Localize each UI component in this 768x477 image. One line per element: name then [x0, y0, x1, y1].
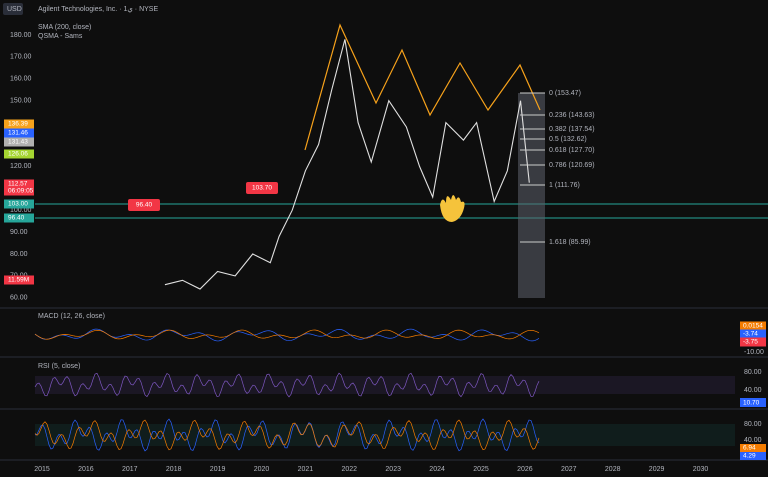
fib-label: 1.618 (85.99) — [549, 239, 591, 246]
pane-title: MACD (12, 26, close) — [38, 313, 105, 320]
indicator-value: -3.74 — [743, 331, 758, 338]
fib-label: 0.5 (132.62) — [549, 136, 587, 143]
price-badge-value: 11.59M — [8, 277, 29, 284]
year-label: 2022 — [342, 466, 358, 473]
indicator-label: QSMA - Sams — [38, 33, 83, 40]
oscillator-line — [34, 419, 540, 451]
callout-value: 103.70 — [252, 185, 272, 192]
price-badge — [4, 186, 34, 196]
indicator-value: 10.70 — [743, 400, 760, 407]
fib-label: 0.382 (137.54) — [549, 126, 595, 133]
price-badge-value: 112.57 — [8, 181, 28, 188]
callout — [128, 199, 160, 211]
price-axis-label: 60.00 — [10, 295, 28, 302]
price-badge — [4, 128, 34, 138]
price-badge-value: 126.06 — [8, 151, 28, 158]
price-badge-value: 103.00 — [8, 201, 28, 208]
axis-label: 40.00 — [744, 387, 762, 394]
axis-label: -10.00 — [744, 349, 764, 356]
year-label: 2016 — [78, 466, 94, 473]
currency-box[interactable] — [3, 3, 23, 15]
indicator-badge — [740, 329, 766, 339]
price-badge — [4, 275, 34, 285]
year-label: 2023 — [385, 466, 401, 473]
year-label: 2026 — [517, 466, 533, 473]
indicator-badge — [740, 398, 766, 407]
price-badge — [4, 137, 34, 147]
year-label: 2015 — [34, 466, 50, 473]
currency[interactable]: USD — [7, 6, 22, 13]
price-axis-label: 150.00 — [10, 98, 32, 105]
price-badge — [4, 179, 34, 189]
price-axis-label: 160.00 — [10, 76, 32, 83]
indicator-value: -3.75 — [743, 339, 758, 346]
pattern-line — [304, 23, 541, 151]
price-badge-value: 06:09:05 — [8, 188, 34, 195]
price-badge — [4, 199, 34, 209]
year-label: 2025 — [473, 466, 489, 473]
axis-label: 80.00 — [744, 369, 762, 376]
indicator-badge — [740, 452, 766, 460]
price-axis-label: 90.00 — [10, 229, 28, 236]
price-badge — [4, 213, 34, 223]
year-label: 2020 — [254, 466, 270, 473]
callout — [246, 182, 278, 194]
axis-label: 40.00 — [744, 437, 762, 444]
year-label: 2018 — [166, 466, 182, 473]
oscillator-line — [34, 418, 540, 452]
indicator-value: 4.29 — [743, 453, 756, 460]
year-label: 2029 — [649, 466, 665, 473]
pane-title: RSI (5, close) — [38, 363, 80, 370]
price-badge-value: 136.39 — [8, 121, 28, 128]
price-axis-label: 180.00 — [10, 32, 32, 39]
fib-label: 1 (111.76) — [549, 182, 580, 189]
price-badge-value: 96.40 — [8, 215, 25, 222]
price-axis-label: 170.00 — [10, 54, 32, 61]
indicator-label: SMA (200, close) — [38, 24, 91, 31]
year-label: 2030 — [693, 466, 709, 473]
indicator-badge — [740, 321, 766, 331]
price-axis-label: 120.00 — [10, 163, 32, 170]
oscillator-line — [34, 329, 540, 340]
hand-icon — [440, 195, 465, 222]
oscillator-line — [34, 372, 540, 398]
price-axis-label: 100.00 — [10, 207, 32, 214]
price-badge — [4, 119, 34, 129]
fib-label: 0.236 (143.63) — [549, 112, 595, 119]
year-label: 2021 — [298, 466, 314, 473]
symbol: Agilent Technologies, Inc. · 1ي · NYSE — [38, 6, 158, 13]
year-label: 2024 — [429, 466, 445, 473]
axis-label: 80.00 — [744, 421, 762, 428]
indicator-value: 6.94 — [743, 445, 756, 452]
price-badge-value: 131.43 — [8, 139, 28, 146]
indicator-value: 0.0154 — [743, 323, 763, 330]
fib-zone — [518, 93, 545, 298]
indicator-badge — [740, 444, 766, 452]
fib-label: 0.786 (120.69) — [549, 162, 595, 169]
price-axis-label: 80.00 — [10, 251, 28, 258]
fib-label: 0.618 (127.70) — [549, 147, 595, 154]
year-label: 2017 — [122, 466, 138, 473]
oscillator-line — [34, 328, 540, 342]
year-label: 2028 — [605, 466, 621, 473]
price-line — [164, 39, 530, 290]
indicator-badge — [740, 337, 766, 347]
price-badge-value: 131.46 — [8, 130, 28, 137]
stoch-band — [35, 424, 735, 446]
callout-value: 96.40 — [136, 202, 153, 209]
fib-label: 0 (153.47) — [549, 90, 581, 97]
year-label: 2027 — [561, 466, 577, 473]
year-label: 2019 — [210, 466, 226, 473]
price-badge — [4, 149, 34, 159]
